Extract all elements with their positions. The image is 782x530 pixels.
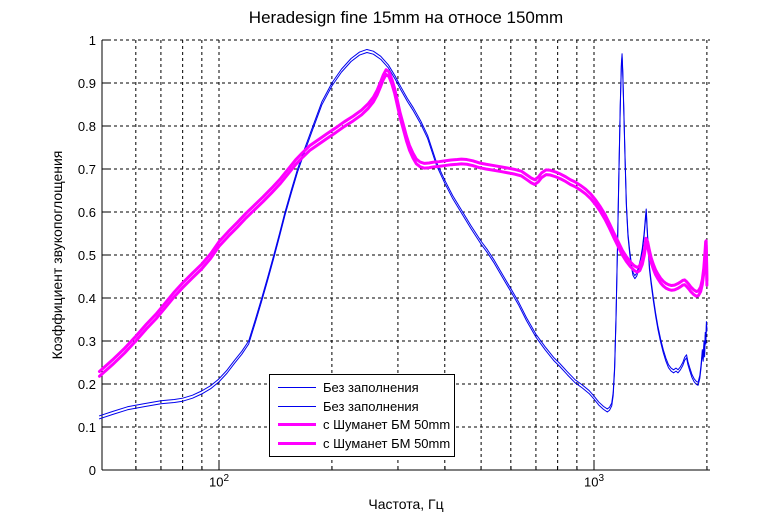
legend-line-sample [278, 386, 316, 388]
legend-item-0: Без заполнения [270, 378, 454, 396]
legend-line-sample [278, 442, 316, 446]
x-axis-label: Частота, Гц [368, 496, 444, 512]
y-tick-label: 0.5 [77, 248, 96, 263]
series-line-1 [98, 51, 708, 420]
y-tick-label: 0.7 [77, 162, 96, 177]
series-line-2 [97, 72, 709, 378]
y-axis-label: Коэффициент звукопоглощения [49, 150, 65, 360]
y-tick-label: 1 [88, 33, 96, 48]
legend-item-3: с Шуманет БМ 50mm [270, 435, 454, 453]
chart-title: Heradesign fine 15mm на относе 150mm [248, 8, 564, 27]
y-tick-label: 0.3 [77, 334, 96, 349]
y-tick-label: 0.1 [77, 420, 96, 435]
y-tick-label: 0.9 [77, 76, 96, 91]
legend-line-sample [278, 423, 316, 427]
legend-item-label: с Шуманет БМ 50mm [323, 417, 451, 433]
series-line-0 [98, 48, 708, 417]
y-tick-label: 0.4 [77, 291, 96, 306]
series-line-3 [97, 68, 709, 374]
legend-item-2: с Шуманет БМ 50mm [270, 416, 454, 434]
legend-item-label: с Шуманет БМ 50mm [323, 436, 451, 452]
y-tick-label: 0.8 [77, 119, 96, 134]
y-tick-label: 0 [88, 463, 96, 478]
legend-item-label: Без заполнения [323, 398, 419, 414]
legend: Без заполнения Без заполнения с Шуманет БМ… [269, 374, 455, 457]
legend-item-label: Без заполнения [323, 379, 419, 395]
y-tick-label: 0.6 [77, 205, 96, 220]
legend-line-sample [278, 405, 316, 407]
x-tick-label: 102 [208, 473, 230, 490]
x-tick-label: 103 [583, 473, 605, 490]
y-tick-label: 0.2 [77, 377, 96, 392]
legend-item-1: Без заполнения [270, 397, 454, 415]
